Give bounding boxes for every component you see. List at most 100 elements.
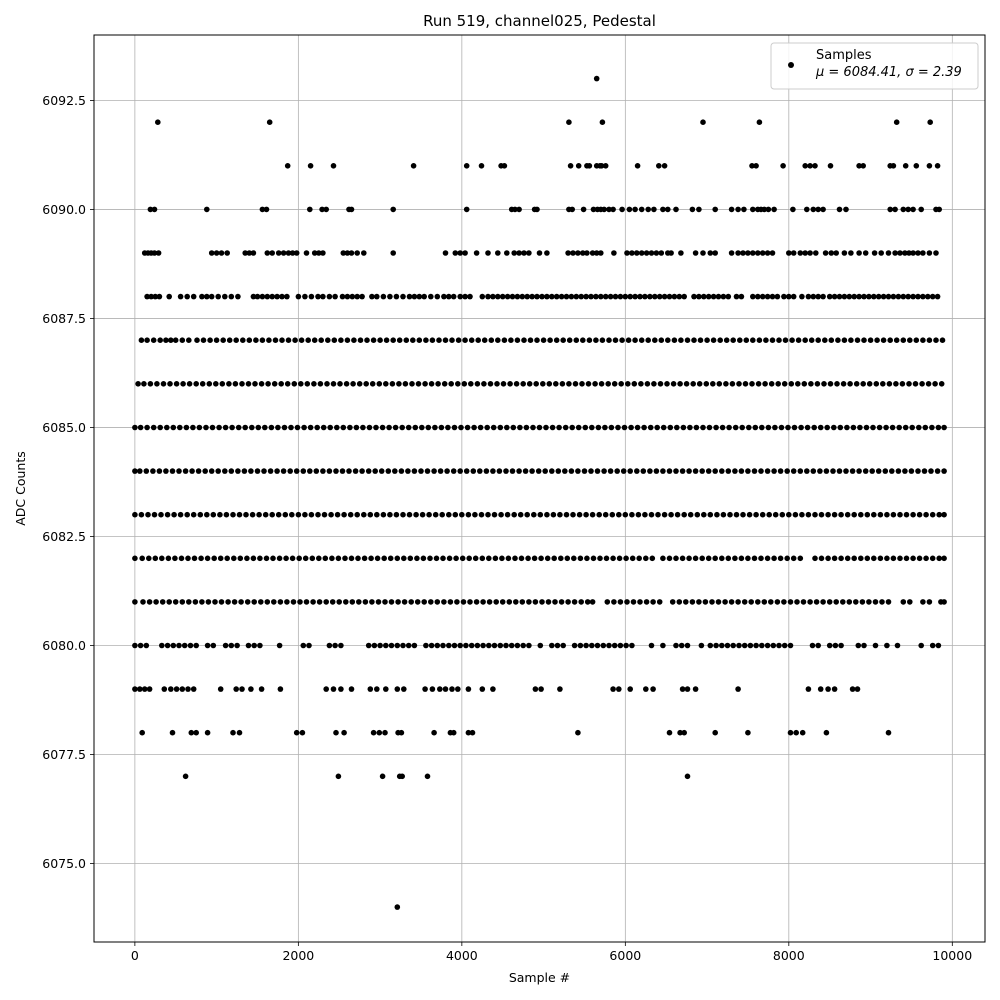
data-point [638, 337, 645, 344]
data-point [847, 381, 853, 387]
data-point [470, 468, 477, 474]
data-point [841, 250, 848, 256]
data-point [616, 555, 623, 562]
data-point [629, 250, 635, 256]
y-tick-label: 6092.5 [42, 93, 86, 108]
data-point [580, 250, 586, 256]
data-point [507, 381, 513, 387]
data-point [307, 206, 313, 213]
data-point [681, 729, 687, 736]
data-point [864, 511, 871, 518]
data-point [440, 642, 446, 649]
data-point [790, 250, 797, 256]
data-point [853, 381, 860, 387]
data-point [495, 337, 501, 344]
data-point [769, 337, 776, 344]
data-point [713, 642, 719, 649]
data-point [338, 337, 344, 344]
data-point [849, 686, 856, 692]
data-point [385, 468, 392, 474]
data-point [735, 250, 741, 256]
data-point [549, 468, 555, 474]
data-point [750, 293, 756, 300]
data-point [759, 293, 766, 300]
data-point [276, 642, 283, 649]
data-point [563, 293, 570, 300]
data-point [462, 250, 468, 256]
data-point [638, 381, 644, 387]
data-point [139, 555, 145, 562]
data-point [827, 163, 834, 169]
data-point [207, 337, 213, 344]
data-point [534, 293, 540, 300]
data-point [573, 293, 580, 300]
data-point [936, 555, 942, 562]
data-point [468, 642, 475, 649]
data-point [192, 599, 199, 605]
data-point [823, 468, 830, 474]
data-point [761, 206, 768, 213]
data-point [838, 555, 844, 562]
data-point [569, 424, 575, 431]
data-point [714, 511, 720, 518]
data-point [390, 337, 397, 344]
data-point [137, 686, 143, 692]
data-point [581, 468, 588, 474]
data-point [557, 511, 563, 518]
data-point [463, 206, 470, 213]
data-point [826, 293, 833, 300]
data-point [316, 599, 323, 605]
data-point [624, 599, 630, 605]
data-point [186, 381, 193, 387]
x-tick-label: 8000 [773, 948, 805, 963]
data-point [836, 293, 843, 300]
data-point [666, 293, 673, 300]
data-point [704, 337, 710, 344]
data-point [172, 599, 179, 605]
data-point [538, 555, 544, 562]
data-point [137, 468, 143, 474]
data-point [400, 642, 406, 649]
data-point [632, 206, 638, 213]
data-point [553, 293, 560, 300]
data-point [835, 337, 841, 344]
data-point [578, 599, 584, 605]
data-point [281, 424, 288, 431]
data-point [681, 293, 687, 300]
data-point [332, 293, 338, 300]
data-point [628, 424, 634, 431]
data-point [775, 381, 781, 387]
data-point [805, 511, 812, 518]
data-point [643, 599, 650, 605]
data-point [807, 163, 813, 169]
data-point [776, 337, 782, 344]
data-point [884, 555, 890, 562]
data-point [716, 381, 723, 387]
data-point [661, 163, 668, 169]
data-point [670, 381, 677, 387]
data-point [233, 337, 239, 344]
data-point [745, 729, 751, 736]
data-point [823, 729, 830, 736]
data-point [789, 337, 795, 344]
data-point [913, 337, 920, 344]
data-point [564, 555, 571, 562]
data-point [295, 293, 302, 300]
data-point [311, 381, 317, 387]
data-point [897, 250, 903, 256]
data-point [566, 119, 572, 125]
data-point [498, 511, 504, 518]
data-point [836, 206, 843, 213]
data-point [785, 424, 791, 431]
data-point [277, 599, 284, 605]
data-point [222, 424, 229, 431]
data-point [213, 250, 220, 256]
data-point [611, 599, 617, 605]
data-point [348, 206, 355, 213]
data-point [144, 337, 150, 344]
data-point [504, 250, 510, 256]
data-point [558, 599, 565, 605]
data-point [436, 337, 442, 344]
data-point [647, 293, 653, 300]
data-point [478, 511, 485, 518]
